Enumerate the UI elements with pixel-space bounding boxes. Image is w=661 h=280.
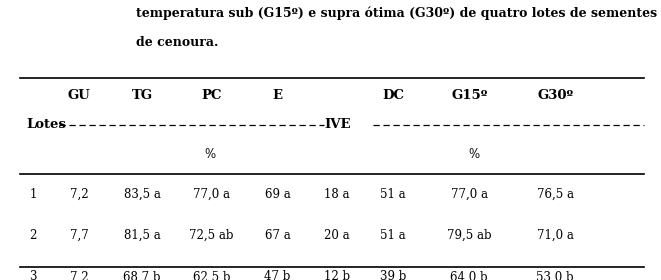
- Text: 1: 1: [29, 188, 37, 201]
- Text: 39 b: 39 b: [380, 270, 407, 280]
- Text: 62,5 b: 62,5 b: [193, 270, 230, 280]
- Text: E: E: [272, 89, 283, 102]
- Text: 76,5 a: 76,5 a: [537, 188, 574, 201]
- Text: 53,0 b: 53,0 b: [537, 270, 574, 280]
- Text: IVE: IVE: [324, 118, 350, 131]
- Text: 77,0 a: 77,0 a: [193, 188, 230, 201]
- Text: 2: 2: [29, 229, 37, 242]
- Text: 47 b: 47 b: [264, 270, 291, 280]
- Text: 71,0 a: 71,0 a: [537, 229, 574, 242]
- Text: 51 a: 51 a: [381, 229, 406, 242]
- Text: PC: PC: [201, 89, 222, 102]
- Text: 83,5 a: 83,5 a: [124, 188, 161, 201]
- Text: DC: DC: [382, 89, 405, 102]
- Text: 72,5 ab: 72,5 ab: [189, 229, 234, 242]
- Text: 81,5 a: 81,5 a: [124, 229, 161, 242]
- Text: G15º: G15º: [451, 89, 488, 102]
- Text: 79,5 ab: 79,5 ab: [447, 229, 492, 242]
- Text: Lotes: Lotes: [26, 118, 66, 131]
- Text: GU: GU: [68, 89, 91, 102]
- Text: 20 a: 20 a: [325, 229, 350, 242]
- Text: 3: 3: [29, 270, 37, 280]
- Text: 51 a: 51 a: [381, 188, 406, 201]
- Text: temperatura sub (G15º) e supra ótima (G30º) de quatro lotes de sementes: temperatura sub (G15º) e supra ótima (G3…: [136, 7, 656, 20]
- Text: 7,2: 7,2: [70, 270, 89, 280]
- Text: G30º: G30º: [537, 89, 573, 102]
- Text: 18 a: 18 a: [325, 188, 350, 201]
- Text: 77,0 a: 77,0 a: [451, 188, 488, 201]
- Text: %: %: [204, 148, 215, 160]
- Text: %: %: [469, 148, 480, 160]
- Text: TG: TG: [132, 89, 153, 102]
- Text: 7,2: 7,2: [70, 188, 89, 201]
- Text: 69 a: 69 a: [265, 188, 290, 201]
- Text: 68,7 b: 68,7 b: [124, 270, 161, 280]
- Text: de cenoura.: de cenoura.: [136, 36, 218, 49]
- Text: 64,0 b: 64,0 b: [451, 270, 488, 280]
- Text: 67 a: 67 a: [265, 229, 290, 242]
- Text: 12 b: 12 b: [324, 270, 350, 280]
- Text: 7,7: 7,7: [70, 229, 89, 242]
